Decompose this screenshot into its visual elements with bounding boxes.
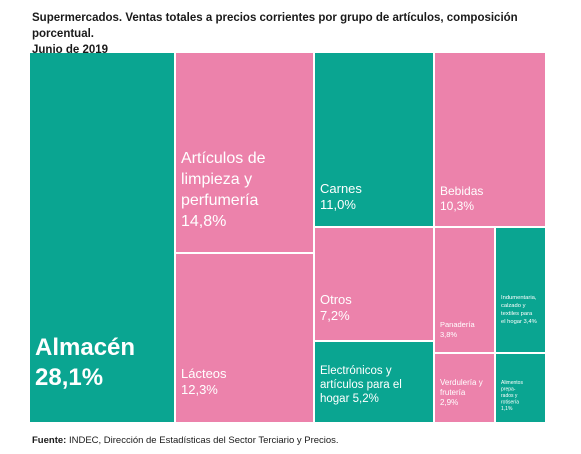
treemap-label: perfumería <box>181 192 258 209</box>
treemap-label: Indumentaria, <box>501 295 537 301</box>
treemap-label: Bebidas <box>440 184 483 198</box>
treemap-label: rados y <box>501 393 518 399</box>
treemap-label: prepa- <box>501 387 516 393</box>
treemap-rect <box>496 354 545 422</box>
chart-title-line: Supermercados. Ventas totales a precios … <box>32 12 518 40</box>
treemap-label: textiles para <box>501 311 533 317</box>
treemap-label: Alimentos <box>501 380 523 386</box>
treemap-value: 14,8% <box>181 213 226 230</box>
treemap-label: Panadería <box>440 320 475 329</box>
treemap-value: 1,1% <box>501 406 513 412</box>
source-text: INDEC, Dirección de Estadísticas del Sec… <box>68 435 339 446</box>
treemap-label: rotisería <box>501 400 519 406</box>
treemap-cell: Indumentaria, calzado y textiles para el ho… <box>496 228 545 352</box>
treemap-rect <box>435 53 545 226</box>
source-label: Fuente: <box>32 435 67 446</box>
treemap-label: frutería <box>440 388 466 397</box>
treemap-rect <box>176 53 313 252</box>
treemap-label: Otros <box>320 292 352 307</box>
treemap-label: Electrónicos y <box>320 365 392 377</box>
treemap-label: Artículos de <box>181 150 266 167</box>
treemap-label: Almacén <box>35 334 135 361</box>
treemap-value: 7,2% <box>320 308 350 323</box>
treemap-cell: Artículos de limpieza y perfumería 14,8% <box>176 53 313 252</box>
treemap-value: 28,1% <box>35 364 103 391</box>
treemap-label: el hogar 3,4% <box>501 319 537 325</box>
treemap-label: hogar 5,2% <box>320 393 379 405</box>
treemap-cell: Almacén 28,1% <box>30 53 174 422</box>
treemap-rect <box>435 354 494 422</box>
treemap-value: 10,3% <box>440 199 474 213</box>
treemap-label: Lácteos <box>181 366 227 381</box>
treemap-label: Carnes <box>320 181 362 196</box>
treemap-label: limpieza y <box>181 171 252 188</box>
treemap-value: 3,8% <box>440 330 457 339</box>
treemap-label: calzado y <box>501 303 526 309</box>
treemap-label: artículos para el <box>320 379 402 391</box>
treemap-rect <box>435 228 494 352</box>
treemap-rect <box>496 228 545 352</box>
treemap-rect <box>315 342 433 422</box>
treemap-cell: Electrónicos y artículos para el hogar 5,2… <box>315 342 433 422</box>
treemap-value: 11,0% <box>320 197 356 212</box>
treemap-value: 2,9% <box>440 398 458 407</box>
source-note: Fuente: INDEC, Dirección de Estadísticas… <box>32 435 339 446</box>
treemap-rect <box>176 254 313 422</box>
treemap-rect <box>315 53 433 226</box>
treemap-label: Verdulería y <box>440 378 483 387</box>
treemap-rect <box>315 228 433 340</box>
treemap-rect <box>30 53 174 422</box>
treemap-value: 12,3% <box>181 382 218 397</box>
